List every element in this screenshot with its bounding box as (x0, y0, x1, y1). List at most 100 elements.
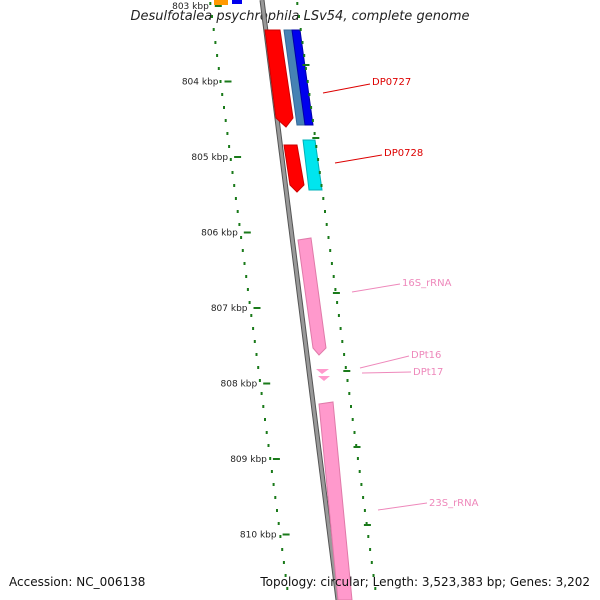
kbp-tick-mark (234, 156, 242, 158)
cds-dp0727 (264, 29, 294, 128)
trna-dpt16 (316, 369, 329, 374)
leader-dp0727 (322, 83, 371, 94)
gc-dot (252, 327, 255, 330)
gc-dot (217, 67, 220, 70)
gc-dot (277, 522, 280, 525)
gc-dot (243, 262, 246, 265)
kbp-tick-mark (214, 5, 222, 7)
gc-dot (330, 262, 333, 265)
gc-dot (332, 275, 335, 278)
gene-label-16s: 16S_rRNA (402, 278, 452, 289)
gc-dot (245, 275, 248, 278)
gc-dash (302, 64, 310, 66)
gc-dot (301, 41, 304, 44)
gc-dash (312, 137, 320, 139)
gc-dot (228, 145, 231, 148)
gc-dot (327, 236, 330, 239)
gc-dot (346, 379, 349, 382)
gc-dot (231, 171, 234, 174)
gc-dot (353, 431, 356, 434)
kbp-tick-label: 803 kbp (172, 2, 209, 12)
leader-16s (351, 283, 401, 293)
gc-dot (329, 249, 332, 252)
gc-dot (320, 184, 323, 187)
rrna-16s (297, 237, 327, 356)
orange-feature (214, 0, 228, 5)
gc-dot (310, 106, 313, 109)
gc-dot (221, 93, 224, 96)
gc-dot (334, 288, 337, 291)
kbp-tick-mark (224, 80, 232, 83)
gc-dot (224, 119, 227, 122)
gc-dot (370, 561, 373, 564)
gc-dot (367, 535, 370, 538)
kbp-tick-label: 808 kbp (221, 380, 258, 390)
gc-dot (279, 535, 282, 538)
gc-dot (269, 457, 272, 460)
gc-dot (236, 210, 239, 213)
gc-dots-right (296, 2, 377, 590)
gc-dot (274, 496, 277, 499)
gc-dot (282, 561, 285, 564)
gc-dots-left (209, 2, 289, 590)
gc-dot (355, 444, 358, 447)
gc-dot (216, 54, 219, 57)
gc-dot (336, 301, 339, 304)
blue-feature-top (232, 0, 242, 4)
gc-dot (246, 288, 249, 291)
gc-dot (358, 470, 361, 473)
gc-dot (272, 483, 275, 486)
gc-dot (350, 405, 352, 408)
gc-dot (306, 80, 309, 83)
gc-dot (360, 483, 363, 486)
gc-dot (240, 236, 243, 239)
gc-dot (262, 405, 265, 408)
gc-dot (337, 314, 340, 317)
gc-dot (369, 548, 372, 551)
kbp-tick-mark (272, 458, 280, 460)
gc-dot (313, 132, 316, 135)
gc-dot (344, 366, 347, 369)
gc-dot (325, 223, 328, 226)
gc-dot (276, 509, 278, 512)
gc-dot (363, 509, 366, 512)
gc-dot (298, 15, 300, 18)
topology-text: Topology: circular; Length: 3,523,383 bp… (260, 575, 590, 589)
gc-dash (363, 524, 371, 526)
gc-dot (250, 314, 253, 317)
gene-label-dpt17: DPt17 (413, 367, 443, 378)
cds-cyan (302, 139, 323, 191)
gc-dot (343, 353, 346, 356)
cds-dp0728 (283, 144, 305, 193)
gc-dot (296, 2, 299, 5)
kbp-tick-label: 810 kbp (240, 531, 277, 541)
gc-dot (315, 145, 318, 148)
gc-dot (270, 470, 273, 473)
gc-dot (226, 132, 229, 135)
kbp-tick-label: 807 kbp (211, 304, 248, 314)
gene-label-23s: 23S_rRNA (429, 498, 479, 509)
gc-dot (211, 15, 213, 18)
kbp-tick-label: 806 kbp (201, 229, 238, 239)
gc-dot (303, 54, 306, 57)
gc-dot (260, 392, 263, 395)
gc-dot (214, 41, 217, 44)
gc-dot (229, 158, 232, 161)
gc-dot (318, 171, 321, 174)
gc-dot (209, 2, 212, 5)
gc-dot (365, 522, 368, 525)
gc-dot (212, 28, 215, 31)
gc-dot (264, 418, 266, 421)
kbp-tick-mark (263, 382, 271, 385)
gc-dot (299, 28, 302, 31)
gc-dash (343, 370, 351, 372)
gene-label-dp0728: DP0728 (384, 148, 423, 159)
gc-dash (353, 446, 361, 448)
kbp-tick-label: 805 kbp (191, 153, 228, 163)
cds-blue (291, 29, 314, 126)
gc-dot (348, 392, 351, 395)
trna-dpt17 (318, 376, 330, 381)
gc-dot (362, 496, 365, 499)
gc-dot (356, 457, 359, 460)
